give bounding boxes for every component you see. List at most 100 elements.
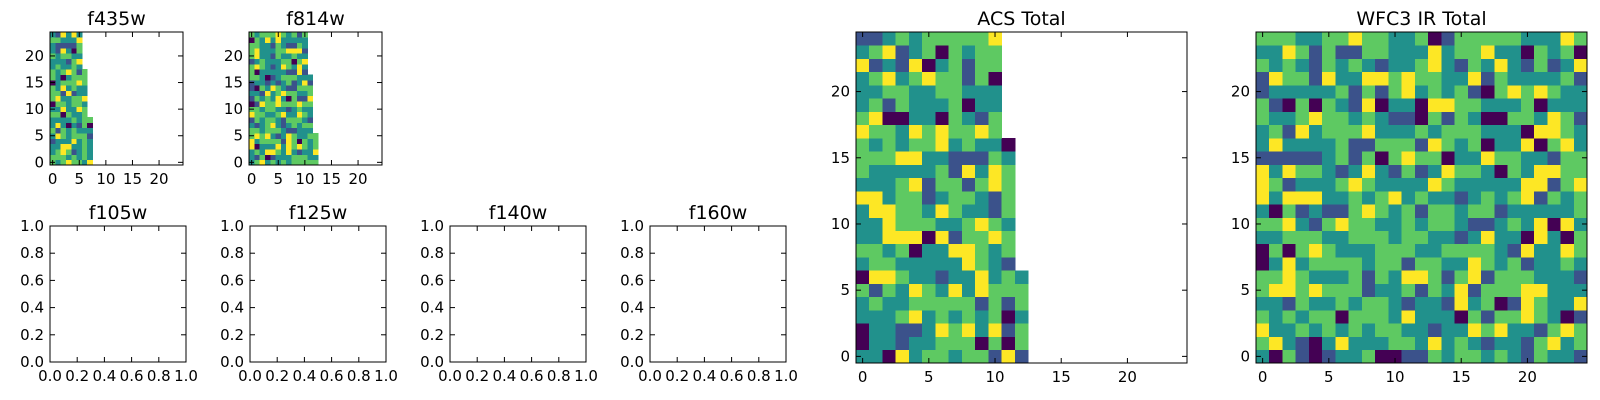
image-cell [65, 69, 72, 75]
image-cell [1322, 111, 1336, 126]
image-cell [1322, 336, 1336, 351]
image-cell [76, 37, 83, 44]
image-cell [1441, 204, 1455, 218]
image-cell [60, 143, 67, 150]
panel-title: f814w [286, 8, 345, 30]
image-cell [975, 45, 989, 59]
image-cell [1282, 32, 1297, 46]
image-cell [286, 127, 292, 134]
image-cell [1014, 349, 1029, 364]
image-cell [922, 243, 936, 258]
image-cell [1534, 84, 1548, 99]
image-cell [856, 230, 870, 245]
x-tick-label: 0.8 [747, 367, 771, 385]
image-cell [895, 349, 910, 364]
image-cell [1454, 177, 1469, 192]
image-cell [1534, 45, 1548, 59]
image-cell [291, 74, 298, 81]
image-cell [1308, 71, 1323, 86]
image-cell [1494, 310, 1508, 324]
image-cell [1454, 230, 1469, 245]
image-cell [1547, 243, 1561, 258]
image-cell [1454, 164, 1469, 179]
image-cell [1520, 45, 1535, 59]
image-cell [1322, 283, 1336, 298]
image-cell [55, 58, 62, 65]
image-cell [1481, 336, 1495, 351]
image-cell [291, 106, 298, 113]
image-cell [1454, 204, 1469, 218]
image-cell [302, 95, 308, 102]
image-cell [60, 111, 67, 118]
image-cell [1481, 190, 1495, 205]
image-cell [296, 53, 303, 59]
image-cell [1454, 45, 1469, 59]
image-cell [975, 71, 989, 86]
image-cell [87, 122, 93, 129]
image-cell [1441, 58, 1455, 73]
image-cell [1335, 283, 1350, 298]
image-cell [1001, 349, 1016, 364]
axes-frame [249, 225, 387, 363]
image-cell [1361, 164, 1376, 179]
image-cell [1322, 58, 1336, 73]
image-cell [1308, 257, 1323, 271]
image-cell [275, 111, 282, 118]
image-cell [1335, 164, 1350, 179]
y-tick-label: 0 [1240, 347, 1250, 365]
image-cell [975, 111, 989, 126]
image-cell [1454, 190, 1469, 205]
image-cell [1428, 45, 1442, 59]
image-cell [882, 45, 897, 59]
image-cell [296, 79, 303, 86]
image-cell [856, 151, 870, 165]
image-cell [1308, 164, 1323, 179]
image-cell [291, 69, 298, 75]
image-cell [275, 143, 282, 150]
image-cell [935, 111, 950, 126]
image-cell [1401, 151, 1416, 165]
image-cell [895, 310, 910, 324]
image-cell [882, 230, 897, 245]
image-cell [1388, 177, 1403, 192]
image-cell [1428, 230, 1442, 245]
image-cell [882, 71, 897, 86]
image-cell [1573, 58, 1588, 73]
image-cell [1388, 296, 1403, 311]
image-cell [280, 111, 287, 118]
image-cell [869, 58, 883, 73]
image-cell [296, 117, 303, 123]
image-cell [1401, 164, 1416, 179]
x-tick-label: 0.2 [265, 367, 289, 385]
image-cell [1481, 177, 1495, 192]
image-cell [948, 296, 963, 311]
image-cell [249, 90, 255, 97]
image-cell [1361, 336, 1376, 351]
image-cell [1282, 58, 1297, 73]
image-cell [1481, 310, 1495, 324]
image-cell [1534, 58, 1548, 73]
image-cell [254, 85, 261, 91]
image-cell [55, 101, 62, 107]
image-cell [1322, 164, 1336, 179]
image-cell [1308, 177, 1323, 192]
y-tick-label: 0 [34, 153, 44, 171]
image-cell [1001, 151, 1016, 165]
image-cell [961, 137, 976, 152]
image-cell [975, 336, 989, 351]
image-cell [81, 95, 88, 102]
image-cell [249, 95, 255, 102]
image-cell [908, 336, 923, 351]
image-cell [60, 90, 67, 97]
image-cell [869, 230, 883, 245]
image-cell [961, 204, 976, 218]
image-cell [1388, 230, 1403, 245]
image-cell [882, 151, 897, 165]
image-cell [1547, 230, 1561, 245]
image-cell [1534, 124, 1548, 139]
image-cell [1322, 151, 1336, 165]
image-cell [1481, 230, 1495, 245]
image-cell [1308, 323, 1323, 337]
image-cell [1414, 84, 1429, 99]
image-cell [1295, 283, 1310, 298]
